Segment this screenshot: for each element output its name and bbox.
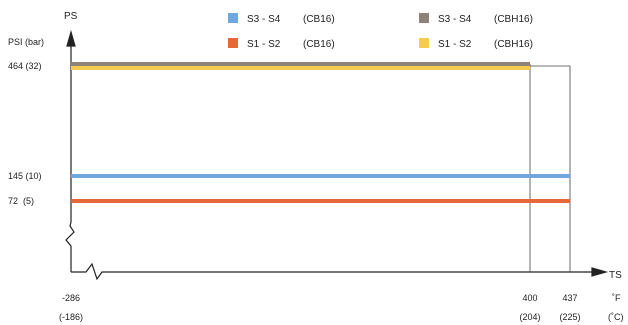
x-axis-line (71, 262, 600, 281)
series-layer (71, 62, 570, 203)
y-axis-title: PS (64, 11, 78, 22)
y-axis-arrow (66, 29, 76, 47)
legend: S3 - S4 (CB16) S1 - S2 (CB16) S3 - S4 (C… (228, 13, 533, 50)
x-tick-label-f-0: -286 (62, 293, 80, 303)
y-axis-line (65, 38, 75, 272)
legend-label-series-1: S1 - S2 (247, 39, 281, 50)
legend-material-series-1: (CB16) (303, 39, 335, 50)
legend-swatch-series-1 (228, 38, 238, 48)
legend-material-series-3: (CBH16) (494, 39, 533, 50)
y-tick-labels: 464 (32) 145 (10) 72 (5) (8, 61, 42, 206)
y-axis-unit: PSI (bar) (8, 37, 44, 47)
legend-swatch-series-3 (419, 38, 429, 48)
legend-swatch-series-2 (419, 13, 429, 23)
legend-label-series-2: S3 - S4 (438, 14, 472, 25)
legend-label-series-0: S3 - S4 (247, 14, 281, 25)
x-tick-labels: -286 (-186) 400 (204) 437 (225) (59, 293, 581, 322)
x-tick-label-f-1: 400 (522, 293, 537, 303)
x-axis-unit-c: (˚C) (608, 312, 624, 322)
legend-material-series-0: (CB16) (303, 14, 335, 25)
x-tick-label-c-0: (-186) (59, 312, 83, 322)
legend-material-series-2: (CBH16) (494, 14, 533, 25)
x-tick-label-c-1: (204) (519, 312, 540, 322)
y-tick-label-0: 464 (32) (8, 61, 42, 71)
limit-boundaries (529, 64, 571, 272)
x-tick-label-f-2: 437 (562, 293, 577, 303)
y-tick-label-1: 145 (10) (8, 171, 42, 181)
x-tick-label-c-2: (225) (559, 312, 580, 322)
legend-label-series-3: S1 - S2 (438, 39, 472, 50)
x-axis-arrow (591, 267, 609, 277)
x-axis-title: TS (609, 270, 622, 281)
y-tick-label-2: 72 (5) (8, 196, 34, 206)
legend-swatch-series-0 (228, 13, 238, 23)
axes (65, 29, 609, 281)
x-axis-unit-f: ˚F (612, 293, 621, 303)
